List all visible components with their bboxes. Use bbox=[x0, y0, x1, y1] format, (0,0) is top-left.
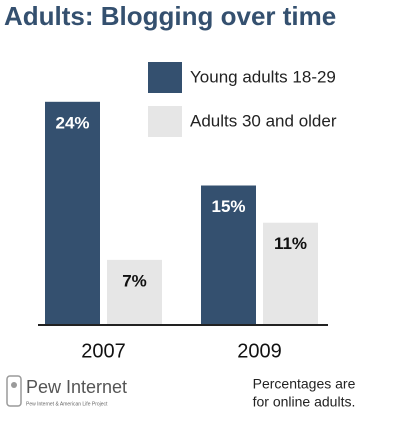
note: for online adults. bbox=[253, 394, 356, 410]
legend-label: Young adults 18-29 bbox=[190, 67, 336, 86]
chart-title: Adults: Blogging over time bbox=[4, 1, 336, 31]
value-label: 15% bbox=[211, 197, 245, 216]
bar bbox=[201, 185, 256, 325]
value-label: 24% bbox=[55, 113, 89, 132]
x-tick-label: 2009 bbox=[237, 340, 282, 362]
value-label: 7% bbox=[122, 271, 147, 290]
logo-subtitle: Pew Internet & American Life Project bbox=[26, 401, 108, 407]
x-tick-label: 2007 bbox=[81, 340, 126, 362]
bar bbox=[45, 101, 100, 325]
logo-icon bbox=[6, 375, 22, 407]
legend-label: Adults 30 and older bbox=[190, 111, 337, 130]
logo-icon-dot bbox=[11, 382, 17, 388]
bar bbox=[107, 259, 162, 325]
legend-swatch bbox=[148, 106, 182, 137]
note: Percentages are bbox=[253, 376, 356, 392]
value-label: 11% bbox=[274, 234, 307, 253]
legend-swatch bbox=[148, 62, 182, 93]
bar bbox=[263, 222, 318, 325]
logo-name: Pew Internet bbox=[26, 377, 127, 397]
logo bbox=[6, 375, 22, 407]
